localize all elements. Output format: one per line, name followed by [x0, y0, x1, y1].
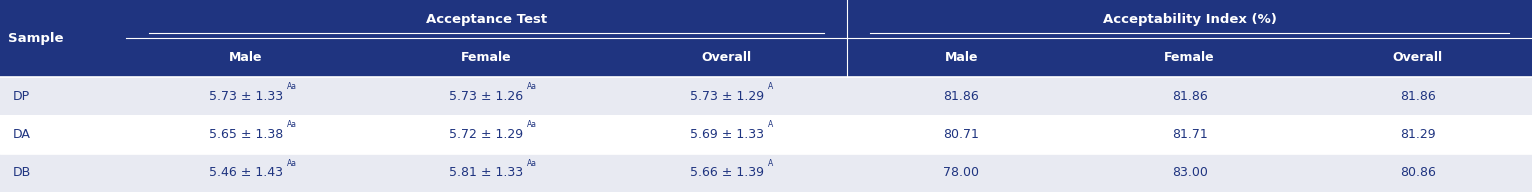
Text: Male: Male [945, 51, 977, 64]
Text: A: A [768, 120, 772, 129]
Text: 5.73 ± 1.26: 5.73 ± 1.26 [449, 89, 524, 103]
Text: Aa: Aa [286, 159, 297, 168]
Text: 81.86: 81.86 [1172, 89, 1207, 103]
Text: DP: DP [12, 89, 29, 103]
Text: 81.86: 81.86 [1400, 89, 1435, 103]
Text: Sample: Sample [8, 32, 63, 45]
Text: Overall: Overall [702, 51, 752, 64]
Bar [0, 0, 1532, 38]
Text: Female: Female [1164, 51, 1215, 64]
Text: 80.86: 80.86 [1400, 166, 1435, 179]
Text: Aa: Aa [527, 159, 538, 168]
Bar [0, 38, 1532, 77]
Text: 5.81 ± 1.33: 5.81 ± 1.33 [449, 166, 524, 179]
Bar [0, 154, 1532, 192]
Text: A: A [768, 159, 772, 168]
Text: 5.73 ± 1.29: 5.73 ± 1.29 [689, 89, 764, 103]
Text: 78.00: 78.00 [944, 166, 979, 179]
Bar [0, 115, 1532, 154]
Text: Acceptance Test: Acceptance Test [426, 13, 547, 26]
Bar [0, 77, 1532, 115]
Text: 81.71: 81.71 [1172, 128, 1207, 141]
Text: DA: DA [12, 128, 31, 141]
Text: 5.72 ± 1.29: 5.72 ± 1.29 [449, 128, 524, 141]
Text: Aa: Aa [286, 120, 297, 129]
Text: Aa: Aa [527, 82, 538, 91]
Text: 5.69 ± 1.33: 5.69 ± 1.33 [689, 128, 764, 141]
Text: Aa: Aa [527, 120, 538, 129]
Text: 80.71: 80.71 [944, 128, 979, 141]
Text: 5.66 ± 1.39: 5.66 ± 1.39 [689, 166, 764, 179]
Text: A: A [768, 82, 772, 91]
Text: DB: DB [12, 166, 31, 179]
Text: Aa: Aa [286, 82, 297, 91]
Text: 81.29: 81.29 [1400, 128, 1435, 141]
Text: 83.00: 83.00 [1172, 166, 1207, 179]
Text: Male: Male [230, 51, 262, 64]
Text: 5.46 ± 1.43: 5.46 ± 1.43 [208, 166, 283, 179]
Text: 5.65 ± 1.38: 5.65 ± 1.38 [208, 128, 283, 141]
Text: 81.86: 81.86 [944, 89, 979, 103]
Text: Acceptability Index (%): Acceptability Index (%) [1103, 13, 1276, 26]
Text: 5.73 ± 1.33: 5.73 ± 1.33 [208, 89, 283, 103]
Text: Female: Female [461, 51, 512, 64]
Text: Overall: Overall [1393, 51, 1443, 64]
